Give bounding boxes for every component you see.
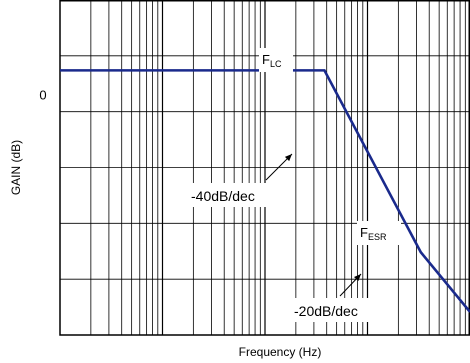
slope-20-label: -20dB/dec xyxy=(294,303,358,319)
slope-40-label-arrow-head xyxy=(284,154,292,162)
y-tick-label: 0 xyxy=(39,88,46,103)
slope-40-label: -40dB/dec xyxy=(191,188,255,204)
slope-40-label-bg xyxy=(188,183,272,207)
slope-20-label-bg xyxy=(291,298,375,322)
fesr-label: FESR xyxy=(360,225,387,242)
flc-label-bg xyxy=(259,48,293,72)
plot-frame xyxy=(59,0,470,336)
fesr-label-main: F xyxy=(360,225,368,240)
flc-label-sub: LC xyxy=(270,59,282,69)
x-axis-label: Frequency (Hz) xyxy=(239,345,322,359)
y-axis-label: GAIN (dB) xyxy=(9,140,23,195)
fesr-label-sub: ESR xyxy=(368,232,387,242)
flc-label-main: F xyxy=(262,52,270,67)
flc-label: FLC xyxy=(262,52,282,69)
fesr-label-bg xyxy=(357,221,401,245)
slope-20-label-arrow-head xyxy=(353,274,361,282)
series-layer xyxy=(60,69,470,313)
grid xyxy=(60,0,470,335)
gain-curve xyxy=(60,69,470,313)
